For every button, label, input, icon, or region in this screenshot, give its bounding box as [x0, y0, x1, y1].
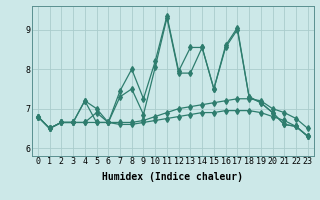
X-axis label: Humidex (Indice chaleur): Humidex (Indice chaleur): [102, 172, 243, 182]
